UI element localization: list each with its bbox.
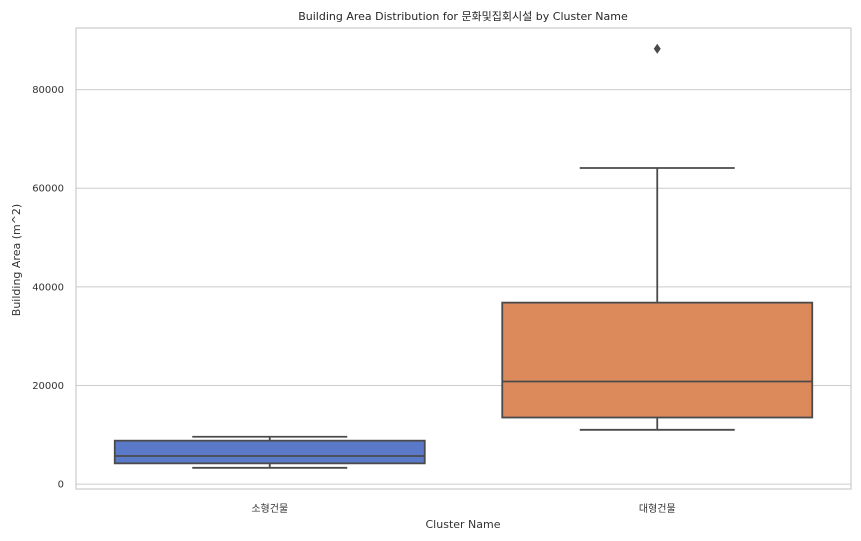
- x-tick-label-1: 대형건물: [639, 503, 676, 515]
- y-tick-label-1: 20000: [32, 381, 64, 392]
- box-group-0: [113, 435, 426, 469]
- y-tick-label-4: 80000: [32, 85, 64, 96]
- box-group-1: [501, 43, 814, 431]
- box-iqr-1: [501, 301, 814, 419]
- boxes-layer: [113, 43, 814, 469]
- plot-frame: [75, 27, 852, 490]
- y-tick-label-2: 40000: [32, 282, 64, 293]
- y-tick-label-3: 60000: [32, 184, 64, 195]
- grid-layer: [76, 89, 851, 485]
- y-axis-label: Building Area (m^2): [10, 204, 23, 316]
- box-iqr-0: [113, 439, 426, 465]
- chart-title: Building Area Distribution for 문화및집회시설 b…: [298, 10, 628, 23]
- x-axis-label: Cluster Name: [426, 518, 501, 531]
- y-axis-ticks: 0 20000 40000 60000 80000: [32, 85, 64, 490]
- x-tick-label-0: 소형건물: [251, 503, 288, 515]
- x-axis-ticks: 소형건물 대형건물: [251, 503, 675, 515]
- outlier-point-1-0: [653, 43, 661, 54]
- y-tick-label-0: 0: [58, 480, 64, 491]
